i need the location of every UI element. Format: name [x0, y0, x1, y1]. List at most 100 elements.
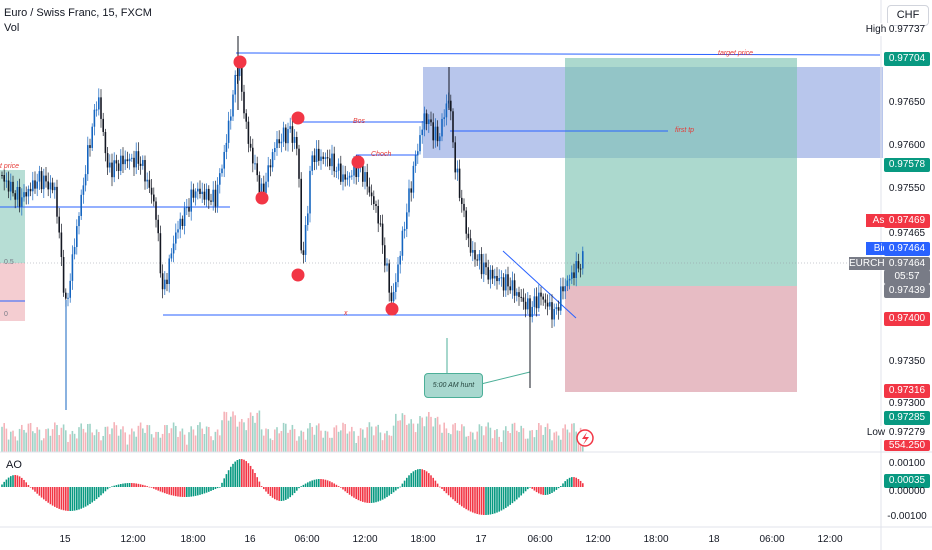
ao-bar	[230, 466, 232, 487]
volume-bar	[291, 424, 294, 452]
ao-bar	[278, 487, 280, 501]
ao-bar	[538, 487, 540, 494]
candle-body	[12, 181, 14, 194]
candle-body	[329, 158, 331, 167]
ao-bar	[177, 487, 179, 497]
candle-body	[412, 165, 415, 193]
ao-bar	[241, 459, 243, 487]
volume-bar	[49, 435, 52, 452]
candle-body	[575, 261, 577, 278]
price-tick: 0.97650	[888, 97, 926, 108]
candle-body	[51, 182, 54, 191]
volume-value-label: 554.250	[884, 440, 930, 451]
volume-bar	[434, 418, 437, 452]
candle-body	[73, 247, 76, 255]
ao-bar	[401, 483, 404, 487]
ask2-price-label: 0.97465	[888, 228, 926, 239]
candle-body	[322, 156, 324, 159]
candle-body	[553, 308, 555, 320]
candle-body	[100, 97, 102, 119]
volume-bar	[80, 423, 82, 452]
volume-bar	[370, 426, 373, 452]
volume-bar	[436, 416, 439, 452]
volume-bar	[395, 413, 397, 452]
ao-bar	[379, 487, 382, 501]
candle-body	[148, 179, 151, 188]
volume-bar	[65, 430, 67, 452]
ao-bar	[267, 487, 269, 494]
candle-body	[505, 274, 507, 291]
volume-bar	[265, 428, 267, 452]
volume-bar	[298, 436, 300, 452]
candle-body	[144, 160, 146, 182]
volume-bar	[335, 425, 338, 452]
volume-bar	[106, 426, 109, 452]
ao-bar	[410, 473, 412, 487]
candle-body	[406, 212, 408, 229]
candle-body	[245, 113, 247, 122]
volume-bar	[111, 428, 113, 452]
ao-bar	[84, 487, 87, 507]
ao-bar	[395, 487, 397, 491]
ao-bar	[340, 487, 342, 488]
candle-body	[267, 165, 269, 182]
volume-bar	[443, 422, 445, 452]
candle-body	[223, 151, 225, 169]
volume-bar	[465, 436, 467, 452]
volume-bar	[397, 420, 399, 452]
ao-bar	[524, 487, 527, 492]
ao-bar	[496, 487, 498, 513]
volume-bar	[445, 428, 448, 452]
ao-bar	[315, 479, 318, 487]
candle-body	[274, 148, 276, 153]
candle-body	[175, 232, 177, 244]
candle-body	[150, 187, 153, 195]
ao-bar	[399, 486, 401, 488]
volume-bar	[166, 425, 168, 452]
volume-bar	[243, 422, 245, 452]
ao-bar	[320, 479, 322, 487]
ao-bar	[527, 487, 529, 490]
ao-bar	[87, 487, 89, 506]
candle-body	[188, 207, 190, 212]
ao-bar	[109, 487, 111, 488]
lightning-icon[interactable]	[576, 429, 594, 447]
volume-bar	[208, 426, 210, 452]
ao-bar	[210, 487, 212, 491]
candle-body	[386, 263, 388, 266]
candle-body	[258, 175, 261, 193]
ao-bar	[384, 487, 386, 499]
volume-bar	[164, 425, 166, 452]
time-label: 18:00	[643, 534, 669, 545]
candle-body	[67, 297, 69, 299]
volume-bar	[476, 431, 478, 452]
volume-bar	[480, 426, 483, 452]
volume-bar	[146, 424, 148, 452]
candle-body	[535, 296, 538, 309]
ao-bar	[309, 481, 311, 487]
volume-bar	[326, 431, 329, 452]
candle-body	[476, 259, 478, 261]
ao-bar	[170, 487, 173, 496]
currency-button[interactable]: CHF	[887, 5, 929, 26]
ao-bar	[434, 480, 437, 487]
volume-bar	[364, 437, 366, 452]
candle-body	[124, 159, 126, 165]
ao-bar	[564, 481, 566, 487]
volume-bar	[10, 431, 12, 452]
volume-bar	[203, 434, 206, 452]
volume-bar	[315, 425, 318, 452]
ao-bar	[115, 485, 118, 487]
candle-body	[155, 201, 157, 220]
candle-body	[241, 67, 243, 92]
candle-body	[300, 178, 302, 251]
candle-body	[27, 188, 30, 197]
candle-body	[21, 197, 23, 207]
volume-bar	[161, 433, 164, 452]
candle-body	[117, 163, 120, 171]
volume-bar	[199, 422, 201, 452]
ao-bar	[69, 487, 71, 511]
ao-bar	[142, 484, 144, 487]
candle-body	[3, 175, 5, 182]
